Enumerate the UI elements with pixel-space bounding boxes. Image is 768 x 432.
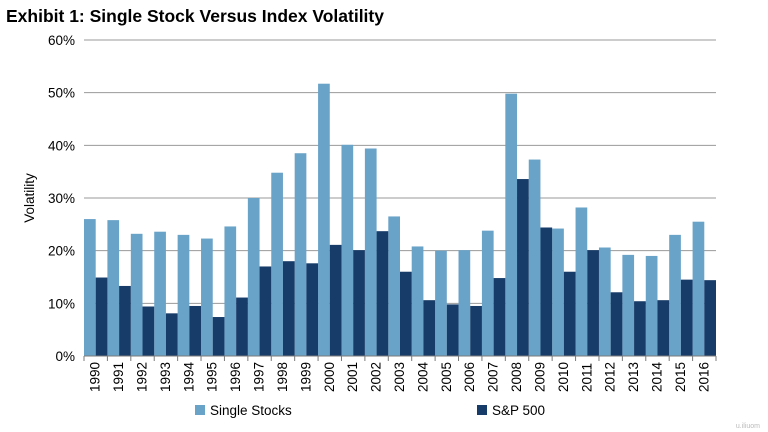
bar-single-stocks-1996: [224, 226, 237, 356]
legend-swatch-sp500: [477, 405, 487, 415]
bar-single-stocks-2003: [388, 216, 400, 356]
x-tick-label: 2016: [696, 362, 711, 392]
x-tick-label: 2000: [322, 362, 337, 392]
x-tick-label: 1994: [181, 361, 196, 392]
bar-single-stocks-1999: [294, 153, 307, 356]
bar-sp500-2003: [400, 271, 412, 356]
bar-single-stocks-2008: [505, 93, 518, 356]
bar-sp500-1994: [189, 305, 202, 356]
bar-single-stocks-2002: [364, 148, 377, 356]
bar-sp500-2004: [423, 300, 436, 356]
x-tick-label: 2006: [462, 362, 477, 392]
bar-single-stocks-1997: [247, 198, 260, 356]
bar-single-stocks-1994: [177, 234, 190, 356]
bar-sp500-2014: [657, 300, 670, 356]
y-tick-label: 60%: [48, 33, 75, 48]
x-tick-label: 1993: [158, 362, 173, 392]
bar-sp500-2001: [353, 250, 365, 356]
bar-single-stocks-1995: [201, 238, 213, 356]
bar-sp500-2000: [329, 244, 342, 356]
bar-sp500-2013: [634, 301, 646, 356]
bar-single-stocks-2006: [458, 250, 471, 356]
bar-single-stocks-2005: [435, 250, 447, 356]
bar-sp500-2005: [446, 304, 459, 356]
bar-sp500-2008: [517, 179, 529, 356]
bar-sp500-2015: [680, 279, 693, 356]
bar-single-stocks-2000: [318, 83, 330, 357]
x-tick-label: 2014: [649, 361, 664, 392]
bar-sp500-2002: [376, 231, 389, 356]
bar-single-stocks-2011: [575, 207, 588, 356]
bar-single-stocks-2016: [692, 221, 705, 356]
bar-sp500-1996: [236, 297, 248, 356]
x-tick-label: 1990: [88, 362, 103, 392]
y-tick-label: 10%: [48, 296, 75, 311]
chart-title: Exhibit 1: Single Stock Versus Index Vol…: [6, 6, 384, 26]
x-tick-label: 1998: [275, 362, 290, 392]
x-tick-label: 1995: [205, 362, 220, 392]
bar-sp500-2012: [610, 292, 623, 356]
bar-sp500-1992: [142, 306, 155, 356]
legend: Single Stocks S&P 500: [195, 403, 545, 418]
bars: [84, 83, 716, 357]
bar-sp500-1998: [282, 261, 295, 356]
bar-sp500-1997: [259, 266, 272, 356]
x-tick-label: 1992: [135, 362, 150, 392]
bar-single-stocks-2001: [341, 144, 354, 356]
legend-swatch-single-stocks: [195, 405, 205, 415]
bar-single-stocks-2009: [528, 159, 541, 356]
bar-single-stocks-1992: [130, 233, 143, 356]
x-tick-label: 2012: [603, 362, 618, 392]
bar-sp500-2009: [540, 227, 553, 356]
y-tick-label: 40%: [48, 138, 75, 153]
bar-single-stocks-1998: [271, 172, 283, 356]
bar-single-stocks-2013: [622, 254, 635, 356]
bar-single-stocks-2007: [481, 230, 494, 356]
bar-sp500-1991: [119, 285, 131, 356]
watermark-credit: u.iliuom: [736, 423, 760, 430]
x-tick-label: 2005: [439, 362, 454, 392]
x-tick-label: 1999: [298, 362, 313, 392]
x-tick-label: 2008: [509, 362, 524, 392]
bar-sp500-1999: [306, 263, 319, 356]
x-tick-label: 2003: [392, 362, 407, 392]
legend-label-single-stocks: Single Stocks: [210, 403, 292, 418]
x-tick-label: 2004: [415, 361, 430, 392]
x-tick-label: 2013: [626, 362, 641, 392]
x-tick-label: 1991: [111, 362, 126, 392]
bar-sp500-2006: [470, 305, 482, 356]
bar-sp500-2010: [563, 271, 576, 356]
x-tick-label: 2007: [486, 362, 501, 392]
bar-single-stocks-2010: [552, 228, 564, 356]
bar-sp500-1995: [212, 317, 225, 356]
bar-sp500-1993: [165, 313, 178, 356]
x-tick-label: 1997: [252, 362, 267, 392]
bar-sp500-2011: [587, 250, 599, 356]
y-tick-label: 30%: [48, 191, 75, 206]
y-axis-label: Volatility: [22, 173, 37, 223]
bar-sp500-2016: [704, 280, 716, 356]
y-tick-label: 0%: [55, 349, 75, 364]
bar-sp500-1990: [95, 277, 108, 356]
x-tick-label: 2011: [579, 363, 594, 392]
x-tick-label: 2001: [345, 362, 360, 392]
bar-single-stocks-1990: [84, 219, 96, 356]
x-tick-label: 2015: [673, 362, 688, 392]
x-tick-label: 1996: [228, 362, 243, 392]
bar-sp500-2007: [493, 278, 506, 356]
x-tick-label: 2009: [532, 362, 547, 392]
bar-single-stocks-1993: [154, 231, 166, 356]
bar-single-stocks-2015: [669, 234, 681, 356]
bar-single-stocks-2014: [645, 255, 658, 356]
legend-label-sp500: S&P 500: [492, 403, 545, 418]
x-tick-label: 2010: [556, 362, 571, 392]
y-tick-label: 50%: [48, 86, 75, 101]
x-tick-label: 2002: [369, 362, 384, 392]
bar-single-stocks-2004: [411, 246, 424, 356]
bar-single-stocks-2012: [598, 247, 611, 356]
y-tick-label: 20%: [48, 244, 75, 259]
bar-single-stocks-1991: [107, 220, 120, 356]
axes: 0% 10% 20% 30% 40% 50% 60% 1990 1991 1992 1993 1994…: [48, 33, 717, 392]
